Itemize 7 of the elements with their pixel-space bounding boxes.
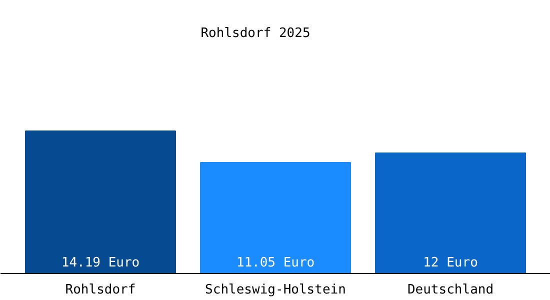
x-tick-label: Rohlsdorf: [65, 282, 136, 298]
data-label: 14.19 Euro: [61, 256, 140, 270]
data-label: 12 Euro: [423, 256, 478, 270]
data-label: 11.05 Euro: [236, 256, 315, 270]
chart-title: Rohlsdorf 2025: [200, 26, 310, 41]
x-tick-label: Deutschland: [407, 282, 494, 298]
x-tick-label: Schleswig-Holstein: [205, 282, 346, 298]
